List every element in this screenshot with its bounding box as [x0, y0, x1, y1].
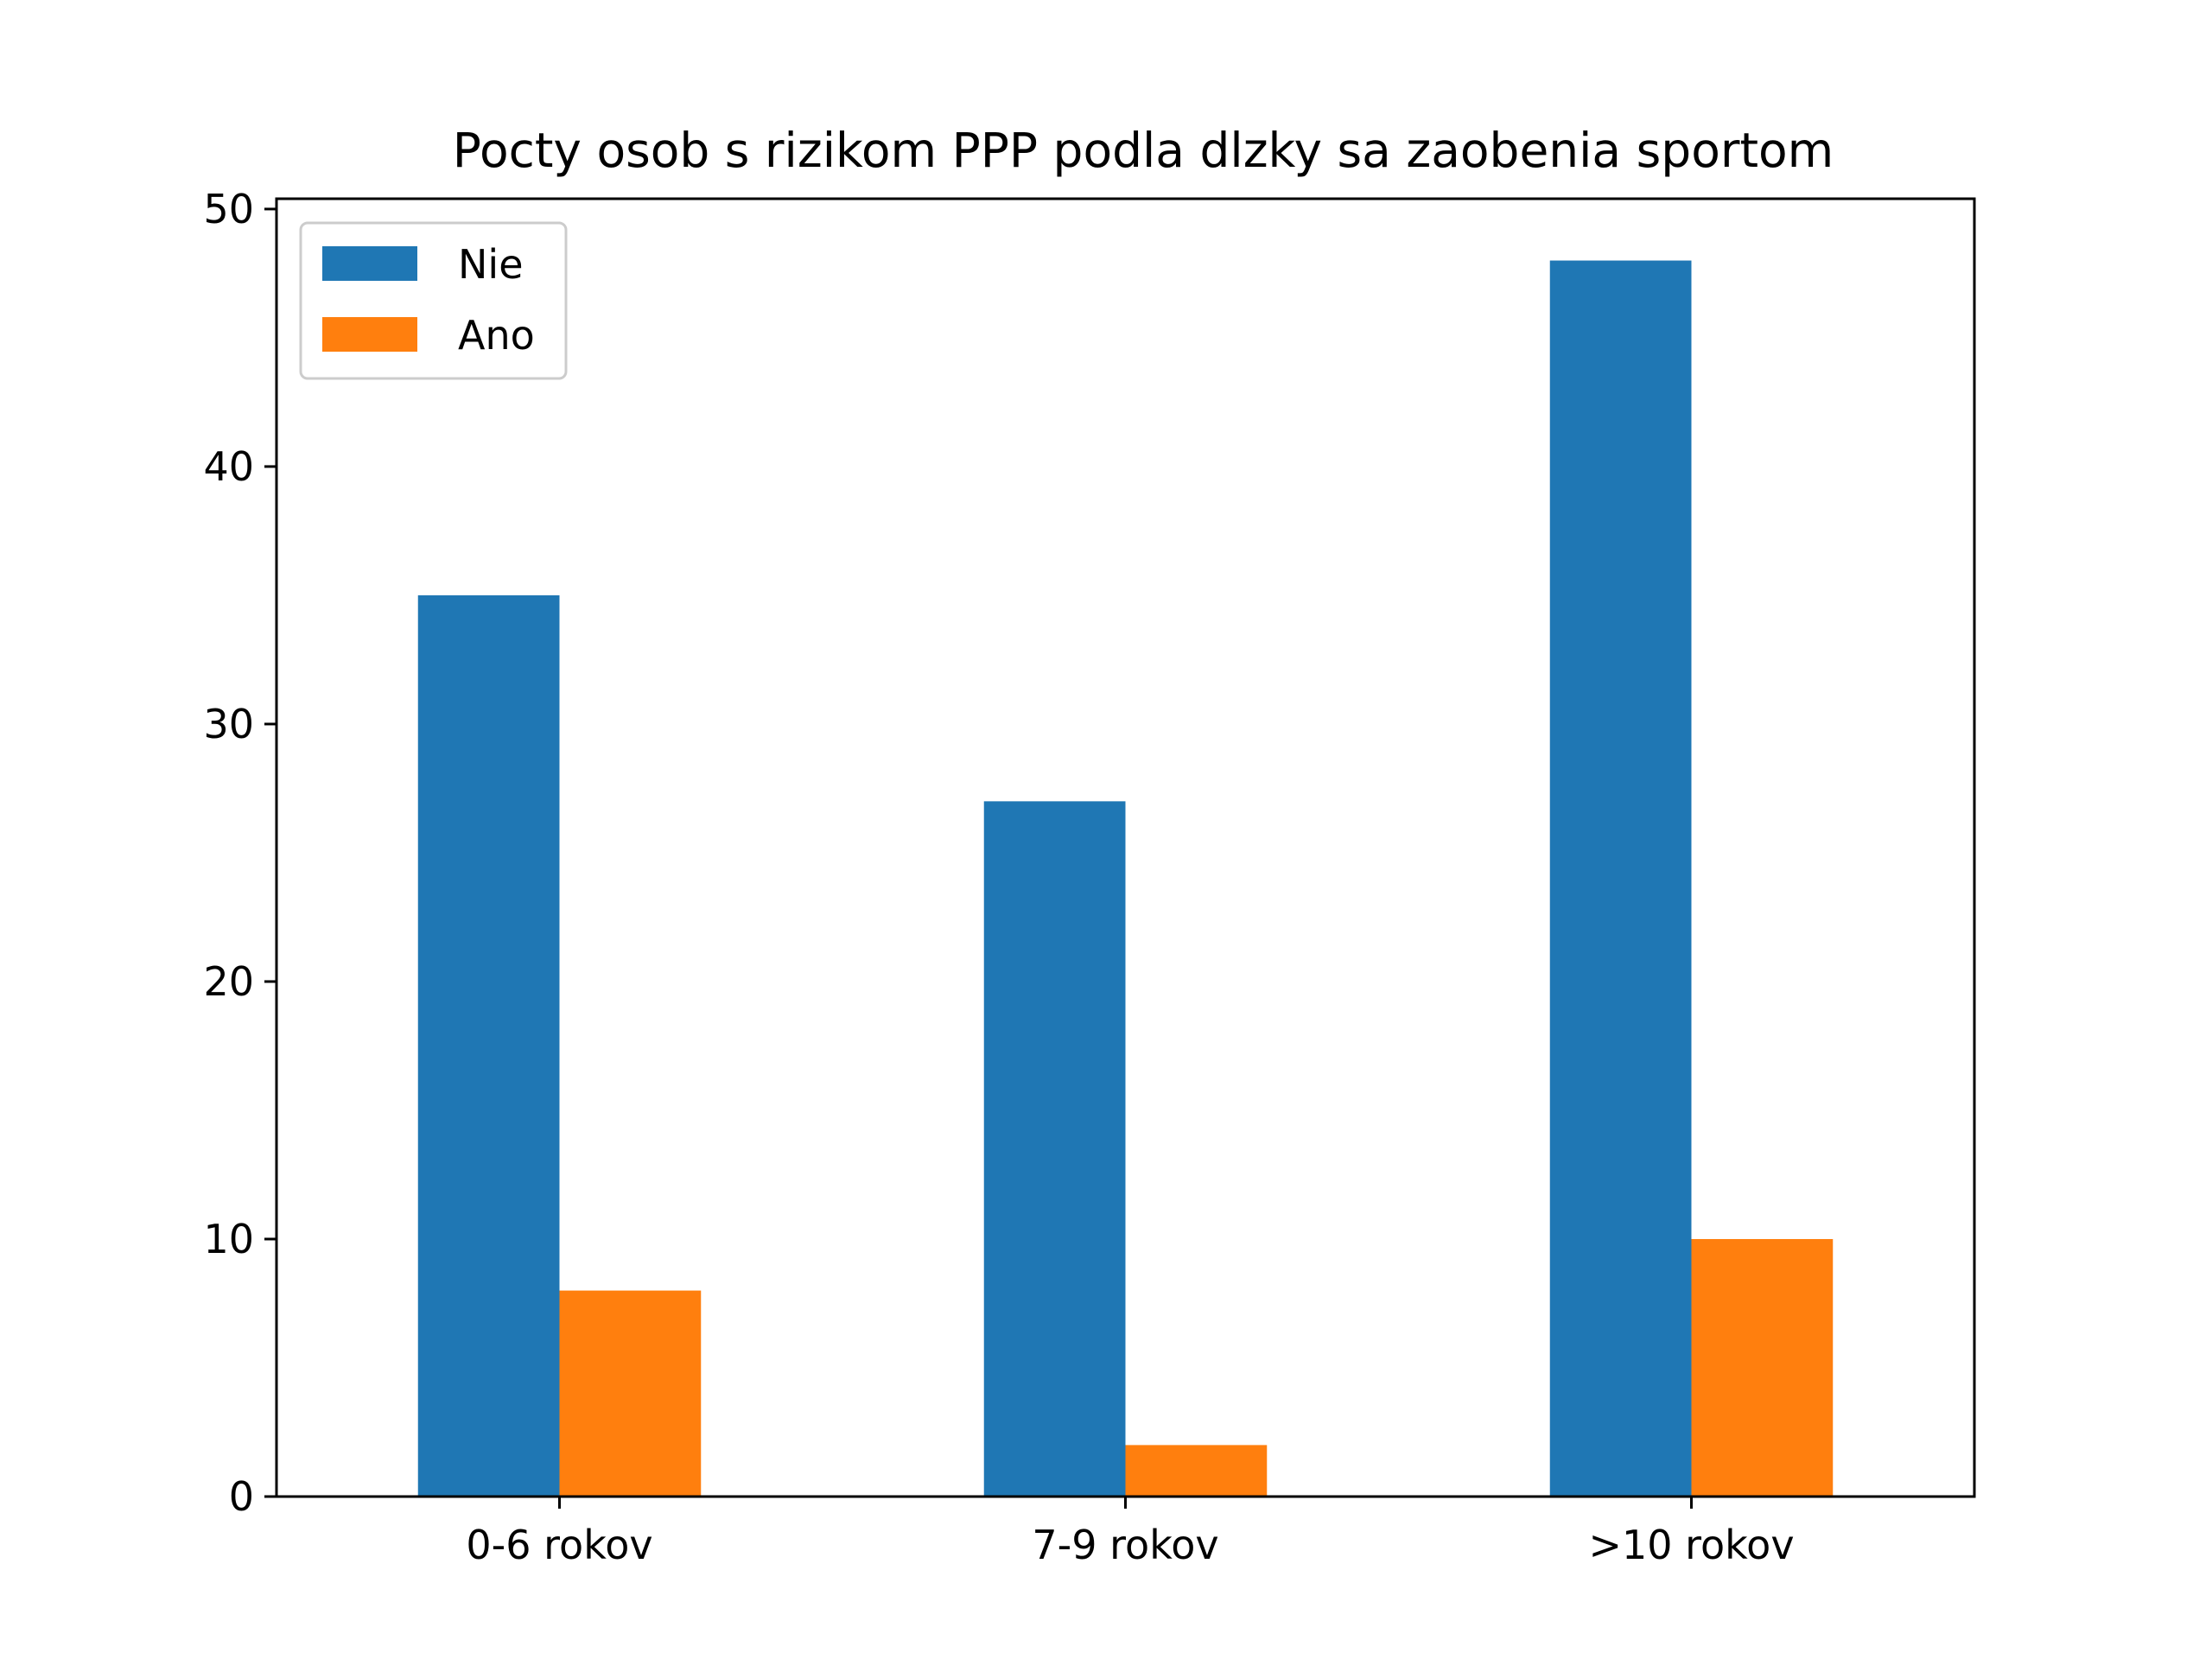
- y-tick-label: 50: [203, 186, 254, 232]
- legend-label-ano: Ano: [458, 312, 535, 359]
- bar-ano-7-9-rokov: [1125, 1445, 1268, 1497]
- ticks-layer: 0 10 20 30 40 50 0-6 rokov 7-9 rokov >10 rokov: [203, 186, 1794, 1568]
- x-tick-label: >10 rokov: [1588, 1522, 1794, 1568]
- bar-nie-10-rokov: [1549, 260, 1692, 1497]
- bars-layer: [417, 260, 1834, 1497]
- legend-label-nie: Nie: [458, 241, 524, 288]
- y-tick-label: 40: [203, 443, 254, 490]
- axes-frame: [275, 197, 1976, 1498]
- bar-ano-0-6-rokov: [559, 1290, 702, 1497]
- y-tick-label: 0: [229, 1473, 254, 1520]
- y-tick-label: 20: [203, 958, 254, 1005]
- legend-swatch-ano: [322, 317, 417, 352]
- legend-swatch-nie: [322, 246, 417, 281]
- bar-nie-0-6-rokov: [417, 594, 560, 1497]
- bar-nie-7-9-rokov: [983, 801, 1126, 1497]
- chart-title: Pocty osob s rizikom PPP podla dlzky sa …: [453, 123, 1834, 178]
- x-tick-label: 0-6 rokov: [466, 1522, 652, 1568]
- y-tick-label: 10: [203, 1216, 254, 1262]
- legend: Nie Ano: [299, 221, 568, 380]
- bar-ano-10-rokov: [1691, 1238, 1834, 1497]
- x-tick-label: 7-9 rokov: [1032, 1522, 1218, 1568]
- y-tick-label: 30: [203, 701, 254, 747]
